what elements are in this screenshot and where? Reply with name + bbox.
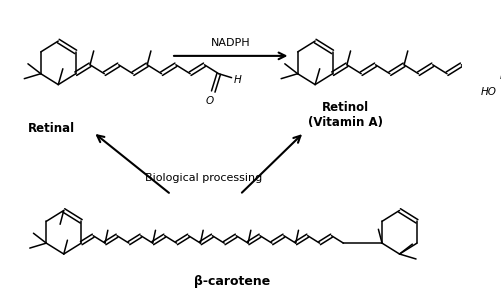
Text: NADPH: NADPH: [210, 38, 250, 48]
Text: H: H: [233, 75, 240, 85]
Text: Retinol
(Vitamin A): Retinol (Vitamin A): [307, 101, 382, 129]
Text: Retinal: Retinal: [28, 122, 75, 135]
Text: HO: HO: [479, 86, 495, 97]
Text: Biological processing: Biological processing: [144, 173, 262, 183]
Text: O: O: [205, 97, 213, 106]
Text: H: H: [498, 71, 501, 81]
Text: β-carotene: β-carotene: [193, 275, 269, 288]
